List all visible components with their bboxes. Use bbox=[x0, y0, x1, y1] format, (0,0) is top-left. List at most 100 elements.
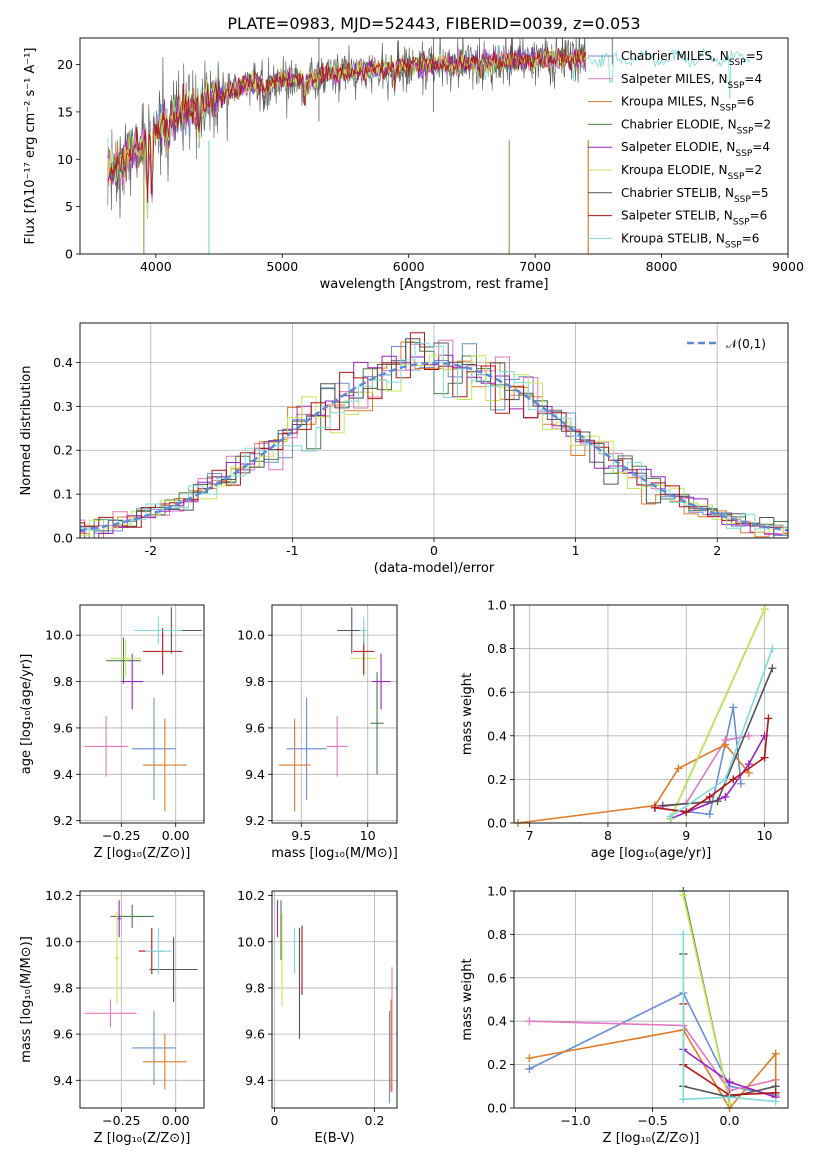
histogram-step-8 bbox=[80, 342, 788, 531]
x-axis-label: E(B-V) bbox=[314, 1131, 354, 1146]
y-tick-label: 0.6 bbox=[487, 685, 507, 700]
x-tick-label: 6000 bbox=[393, 259, 425, 274]
y-tick-label: 9.4 bbox=[53, 767, 73, 782]
x-axis-label: mass [log₁₀(M/M⊙)] bbox=[271, 846, 398, 861]
x-tick-label: −0.25 bbox=[102, 828, 140, 843]
y-tick-label: 0.2 bbox=[487, 772, 507, 787]
y-tick-label: 9.4 bbox=[245, 1073, 265, 1088]
x-tick-label: 9.5 bbox=[291, 828, 311, 843]
legend-label-sub: SSP bbox=[729, 58, 746, 68]
histogram-step-7 bbox=[80, 332, 788, 528]
legend-label: Salpeter MILES, NSSP=4 bbox=[621, 72, 762, 91]
y-tick-label: 0.8 bbox=[487, 927, 507, 942]
weight-marker-8 bbox=[679, 1095, 688, 1104]
weight-marker-2 bbox=[721, 740, 730, 749]
x-tick-label: -2 bbox=[145, 543, 157, 558]
x-tick-label: 8 bbox=[604, 828, 612, 843]
panel-spectrum: 4000 5000 6000 7000 8000 9000 0 5 10 15 20 waveleng… bbox=[23, 37, 804, 292]
weight-marker-5 bbox=[679, 891, 688, 900]
x-axis-label: Z [log₁₀(Z/Z⊙)] bbox=[603, 1131, 700, 1146]
legend-label-sub: SSP bbox=[720, 104, 737, 114]
y-tick-label: 10.2 bbox=[237, 888, 265, 903]
y-tick-label: 9.2 bbox=[53, 813, 73, 828]
y-tick-label: 0.1 bbox=[53, 487, 73, 502]
y-tick-label: 0.4 bbox=[487, 728, 507, 743]
spectrum-model-cyan bbox=[585, 47, 751, 100]
y-tick-label: 0.2 bbox=[53, 443, 73, 458]
weight-marker-5 bbox=[760, 605, 769, 614]
legend-label-main: Salpeter ELODIE, N bbox=[621, 140, 735, 154]
y-tick-label: 10.0 bbox=[45, 934, 73, 949]
weight-marker-6 bbox=[713, 797, 722, 806]
weight-line-8 bbox=[682, 934, 776, 1103]
weight-line-0 bbox=[529, 991, 776, 1096]
weight-line-7 bbox=[654, 718, 770, 813]
legend-label-sub: SSP bbox=[725, 240, 742, 250]
x-tick-label: 8000 bbox=[646, 259, 678, 274]
legend-label-suffix: =4 bbox=[752, 140, 770, 154]
axes-frame bbox=[513, 890, 789, 1109]
weight-marker-7 bbox=[705, 792, 714, 801]
legend-label-suffix: =4 bbox=[744, 72, 762, 86]
weight-marker-7 bbox=[764, 714, 773, 723]
y-tick-label: 0.3 bbox=[53, 399, 73, 414]
weight-line-4 bbox=[670, 735, 766, 820]
legend-label-main: Salpeter MILES, N bbox=[621, 72, 728, 86]
figure-title: PLATE=0983, MJD=52443, FIBERID=0039, z=0… bbox=[227, 14, 640, 33]
weight-marker-7 bbox=[650, 803, 659, 812]
x-axis-label: (data-model)/error bbox=[374, 561, 495, 576]
weight-marker-1 bbox=[525, 1017, 534, 1026]
weight-marker-7 bbox=[771, 1088, 780, 1097]
y-axis-label: Normed distribution bbox=[19, 366, 34, 496]
legend-label-suffix: =5 bbox=[751, 186, 769, 200]
weight-marker-8 bbox=[725, 1093, 734, 1102]
weight-marker-8 bbox=[771, 1097, 780, 1106]
weight-marker-2 bbox=[525, 1054, 534, 1063]
y-tick-label: 9.4 bbox=[245, 767, 265, 782]
y-tick-label: 10.0 bbox=[237, 628, 265, 643]
x-tick-label: 2 bbox=[713, 543, 721, 558]
weight-marker-8 bbox=[768, 644, 777, 653]
weight-marker-2 bbox=[744, 768, 753, 777]
x-tick-label: 10 bbox=[360, 828, 376, 843]
legend-label: Chabrier STELIB, NSSP=5 bbox=[621, 186, 769, 205]
panel-age-vs-mass: 9.5 10 9.2 9.4 9.6 9.8 10.0 mass [log₁₀(M/M⊙)] bbox=[237, 604, 398, 861]
weight-marker-0 bbox=[729, 703, 738, 712]
weight-marker-2 bbox=[771, 1049, 780, 1058]
y-tick-label: 10 bbox=[57, 152, 73, 167]
weight-marker-1 bbox=[744, 731, 753, 740]
x-tick-label: 5000 bbox=[266, 259, 298, 274]
x-tick-label: −0.5 bbox=[637, 1113, 667, 1128]
y-tick-label: 0.4 bbox=[487, 1014, 507, 1029]
y-tick-label: 0.8 bbox=[487, 641, 507, 656]
y-tick-label: 20 bbox=[57, 57, 73, 72]
y-tick-label: 10.0 bbox=[237, 934, 265, 949]
axes-frame bbox=[79, 322, 789, 539]
x-axis-label: Z [log₁₀(Z/Z⊙)] bbox=[94, 1131, 191, 1146]
panel-mass-weight-vs-Z: −1.0 −0.5 0.0 0.0 0.2 0.4 0.6 0.8 1.0 Z [log₁₀(Z/… bbox=[460, 884, 789, 1146]
legend-label: Kroupa STELIB, NSSP=6 bbox=[621, 231, 759, 250]
legend-label: Salpeter STELIB, NSSP=6 bbox=[621, 209, 767, 228]
axes-frame bbox=[79, 604, 205, 824]
weight-marker-6 bbox=[768, 664, 777, 673]
legend-label-main: Kroupa ELODIE, N bbox=[621, 163, 728, 177]
x-tick-label: 4000 bbox=[140, 259, 172, 274]
panel-age-vs-Z: −0.25 0.00 9.2 9.4 9.6 9.8 10.0 Z [log₁₀(Z/Z⊙)]… bbox=[19, 604, 205, 861]
x-axis-label: wavelength [Angstrom, rest frame] bbox=[320, 277, 549, 292]
y-axis-label: mass weight bbox=[460, 673, 475, 755]
weight-marker-8 bbox=[666, 812, 675, 821]
legend-label-main: Salpeter STELIB, N bbox=[621, 209, 733, 223]
x-tick-label: 7 bbox=[526, 828, 534, 843]
x-tick-label: −1.0 bbox=[560, 1113, 590, 1128]
y-tick-label: 0.0 bbox=[487, 1101, 507, 1116]
weight-line-1 bbox=[654, 735, 750, 809]
weight-marker-0 bbox=[705, 810, 714, 819]
x-tick-label: 9 bbox=[682, 828, 690, 843]
y-tick-label: 5 bbox=[65, 199, 73, 214]
legend-label: Chabrier MILES, NSSP=5 bbox=[621, 49, 763, 68]
weight-marker-2 bbox=[674, 764, 683, 773]
y-tick-label: 9.6 bbox=[53, 1027, 73, 1042]
legend-label-main: Chabrier STELIB, N bbox=[621, 186, 734, 200]
y-tick-label: 0 bbox=[65, 247, 73, 262]
y-tick-label: 1.0 bbox=[487, 884, 507, 899]
